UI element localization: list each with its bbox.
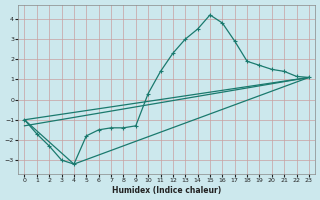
X-axis label: Humidex (Indice chaleur): Humidex (Indice chaleur) <box>112 186 221 195</box>
